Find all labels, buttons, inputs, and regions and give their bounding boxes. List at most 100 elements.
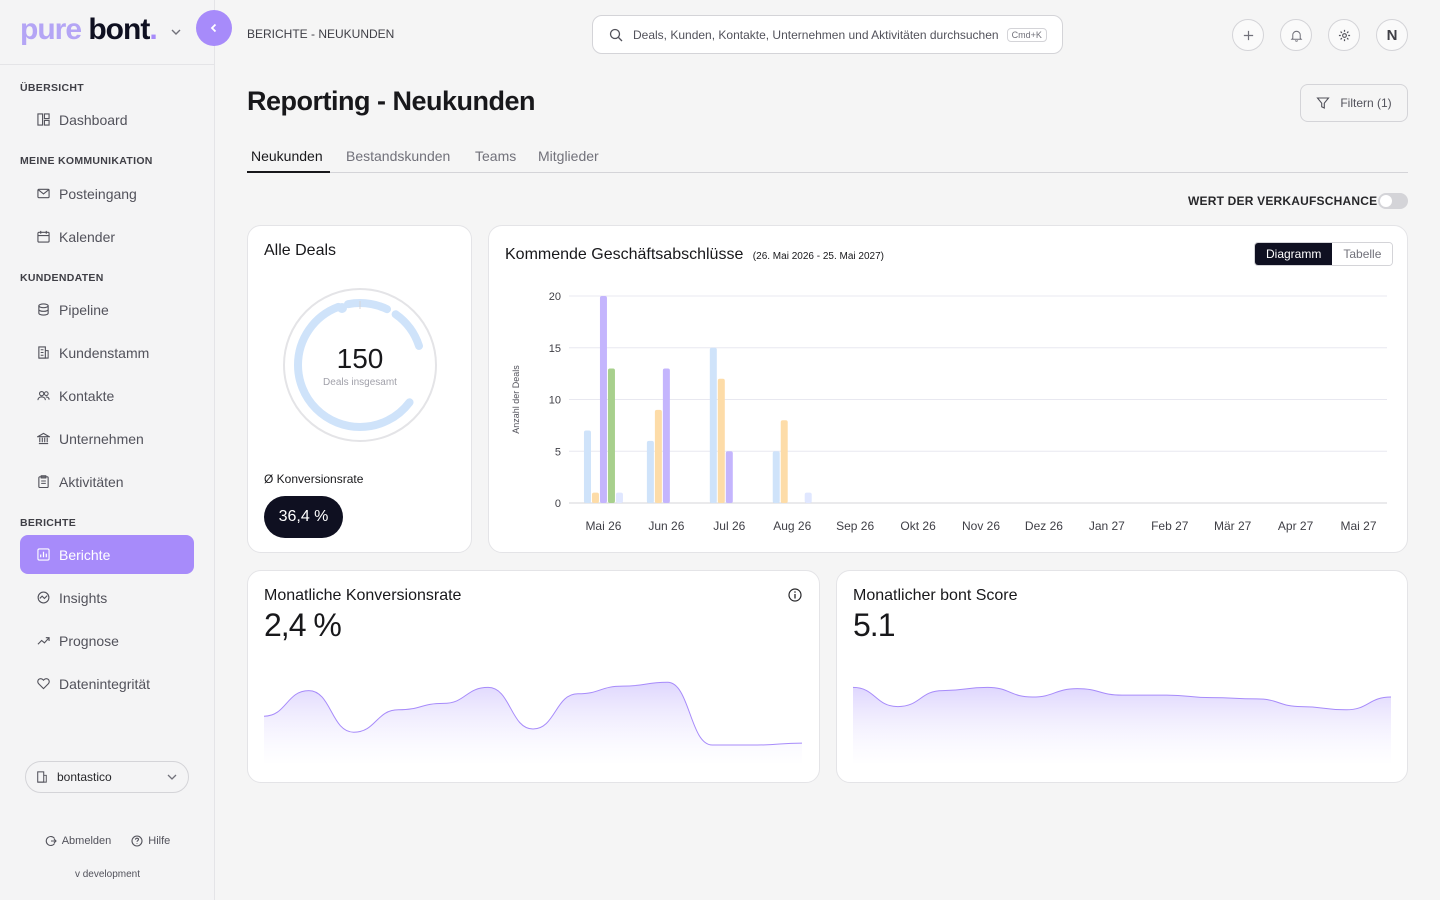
conversion-label: Ø Konversionsrate	[264, 472, 364, 486]
sparkline-line	[853, 686, 1392, 711]
info-icon[interactable]	[788, 588, 802, 602]
monthly-conversion-card: Monatliche Konversionsrate 2,4 %	[247, 570, 820, 783]
sidebar-item-inbox[interactable]: Posteingang	[20, 174, 194, 213]
deal-value-toggle[interactable]	[1378, 193, 1408, 209]
sidebar-item-label: Posteingang	[59, 185, 137, 202]
filter-icon	[1316, 97, 1330, 109]
sidebar-item-dashboard[interactable]: Dashboard	[20, 100, 194, 139]
filter-label: Filtern (1)	[1340, 96, 1392, 110]
bar	[804, 492, 812, 503]
search-input[interactable]: Deals, Kunden, Kontakte, Unternehmen und…	[592, 15, 1063, 54]
bar	[780, 420, 788, 503]
x-tick-label: Mär 27	[1214, 519, 1252, 533]
search-shortcut: Cmd+K	[1006, 27, 1047, 42]
bar	[662, 368, 670, 503]
monthly-score-sparkline	[853, 686, 1392, 763]
bar	[654, 409, 662, 503]
help-link[interactable]: Hilfe	[131, 835, 170, 847]
monthly-conversion-sparkline	[264, 681, 803, 763]
section-customer-data: KUNDENDATEN	[20, 272, 104, 284]
heart-icon	[37, 678, 50, 690]
tab-teams[interactable]: Teams	[475, 148, 517, 164]
section-reports: BERICHTE	[20, 517, 77, 529]
toggle-knob	[1380, 195, 1392, 207]
sidebar: pure bont. ÜBERSICHT Dashboard MEINE KOM…	[0, 0, 215, 900]
bar	[599, 296, 607, 503]
sparkline-area	[264, 682, 802, 763]
x-tick-label: Jan 27	[1089, 519, 1125, 533]
tab-members[interactable]: Mitglieder	[538, 148, 599, 164]
conversion-badge: 36,4 %	[264, 496, 343, 538]
calendar-icon	[37, 230, 50, 243]
chevron-left-icon	[210, 23, 217, 33]
upcoming-deals-card: Kommende Geschäftsabschlüsse (26. Mai 20…	[488, 225, 1408, 553]
sidebar-item-label: Pipeline	[59, 301, 109, 318]
chevron-down-icon	[167, 774, 177, 780]
avatar[interactable]: N	[1376, 19, 1408, 51]
section-communication: MEINE KOMMUNIKATION	[20, 155, 153, 167]
sidebar-item-forecast[interactable]: Prognose	[20, 621, 194, 660]
tab-new-customers[interactable]: Neukunden	[251, 148, 323, 164]
y-tick-label: 10	[549, 395, 561, 407]
upcoming-deals-title-text: Kommende Geschäftsabschlüsse	[505, 246, 744, 263]
sidebar-item-insights[interactable]: Insights	[20, 578, 194, 617]
monthly-score-value: 5.1	[853, 607, 895, 643]
x-tick-label: Apr 27	[1278, 519, 1314, 533]
bar	[725, 451, 733, 503]
dashboard-icon	[37, 113, 50, 126]
tab-existing-customers[interactable]: Bestandskunden	[346, 148, 451, 164]
upcoming-deals-range: (26. Mai 2026 - 25. Mai 2027)	[752, 251, 884, 262]
add-button[interactable]	[1232, 19, 1264, 51]
notifications-button[interactable]	[1280, 19, 1312, 51]
mail-icon	[37, 188, 50, 199]
logout-link[interactable]: Abmelden	[45, 835, 111, 847]
sidebar-item-label: Kundenstamm	[59, 344, 150, 361]
logo-row: pure bont.	[0, 0, 214, 65]
sidebar-item-calendar[interactable]: Kalender	[20, 217, 194, 256]
x-tick-label: Jun 26	[648, 519, 684, 533]
chevron-down-icon[interactable]	[170, 26, 182, 38]
monthly-score-card: Monatlicher bont Score 5.1	[836, 570, 1408, 783]
all-deals-card: Alle Deals 150 Deals insgesamt Ø Konvers…	[247, 225, 472, 553]
monthly-conversion-title: Monatliche Konversionsrate	[264, 587, 462, 604]
logout-icon	[45, 836, 57, 846]
view-table-button[interactable]: Tabelle	[1332, 243, 1393, 265]
y-tick-label: 5	[555, 446, 561, 458]
sidebar-item-label: Kontakte	[59, 387, 115, 404]
sidebar-item-data-integrity[interactable]: Datenintegrität	[20, 664, 194, 703]
deal-value-toggle-label: WERT DER VERKAUFSCHANCE	[1188, 194, 1378, 208]
x-tick-label: Sep 26	[836, 519, 874, 533]
sidebar-item-pipeline[interactable]: Pipeline	[20, 290, 194, 329]
y-tick-label: 0	[555, 498, 561, 510]
view-toggle: Diagramm Tabelle	[1254, 242, 1394, 266]
search-placeholder: Deals, Kunden, Kontakte, Unternehmen und…	[633, 27, 999, 42]
gear-icon	[1338, 29, 1350, 41]
logo[interactable]: pure bont.	[20, 13, 158, 46]
sidebar-item-companies[interactable]: Unternehmen	[20, 419, 194, 458]
x-tick-label: Okt 26	[900, 519, 936, 533]
sidebar-item-activities[interactable]: Aktivitäten	[20, 462, 194, 501]
sidebar-item-reports[interactable]: Berichte	[20, 535, 194, 574]
collapse-sidebar-button[interactable]	[196, 10, 232, 46]
sidebar-item-label: Unternehmen	[59, 430, 144, 447]
help-label: Hilfe	[148, 835, 171, 847]
version-label: v development	[74, 869, 141, 880]
filter-button[interactable]: Filtern (1)	[1300, 84, 1408, 122]
sidebar-item-customer-base[interactable]: Kundenstamm	[20, 333, 194, 372]
view-chart-button[interactable]: Diagramm	[1255, 243, 1333, 265]
y-axis-label: Anzahl der Deals	[511, 365, 521, 434]
settings-button[interactable]	[1328, 19, 1360, 51]
all-deals-title: Alle Deals	[264, 242, 337, 259]
sidebar-item-contacts[interactable]: Kontakte	[20, 376, 194, 415]
bar	[709, 347, 717, 503]
donut-marker	[337, 303, 347, 313]
deals-donut	[283, 288, 437, 442]
deals-total: 150	[336, 343, 384, 374]
x-tick-label: Dez 26	[1025, 519, 1063, 533]
y-tick-label: 15	[549, 343, 561, 355]
x-tick-label: Nov 26	[962, 519, 1000, 533]
deals-total-label: Deals insgesamt	[323, 377, 397, 388]
workspace-select[interactable]: bontastico	[25, 761, 189, 793]
y-tick-label: 20	[549, 291, 561, 303]
sidebar-item-label: Insights	[59, 589, 108, 606]
